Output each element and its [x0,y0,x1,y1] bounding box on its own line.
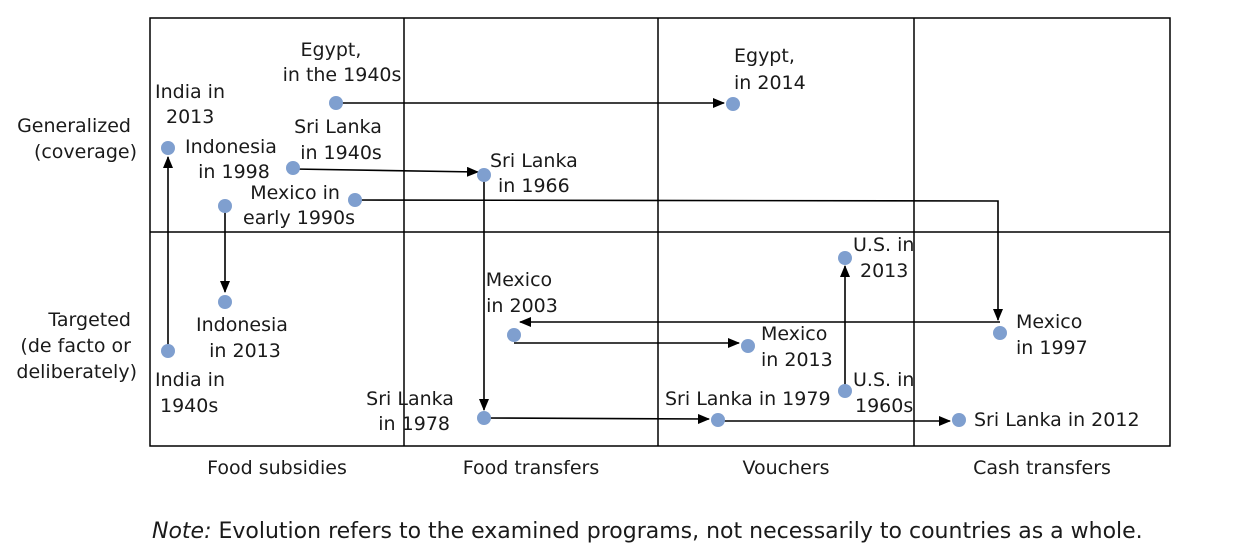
row-label-targeted: Targeted (de facto or deliberately) [16,309,137,383]
footnote-text: Evolution refers to the examined program… [211,519,1143,544]
footnote-prefix: Note: [152,519,212,544]
label-us-1960s: U.S. in 1960s [853,369,920,417]
column-label-cash-transfers: Cash transfers [973,457,1111,479]
label-mexico-1997: Mexico in 1997 [1016,311,1088,359]
label-us-2013: U.S. in 2013 [853,234,920,282]
label-mexico-early1990s: Mexico in early 1990s [243,182,355,229]
dot-india-1940s [161,344,175,358]
arrow-srilanka-1978-1979 [483,413,710,424]
dot-srilanka-1966 [477,168,491,182]
label-india-1940s: India in 1940s [155,369,231,417]
label-srilanka-1966: Sri Lanka in 1966 [490,150,584,197]
dot-srilanka-1940s [286,161,300,175]
arrow-srilanka-1940s-1966 [292,166,479,177]
dot-mexico-early1990s [348,193,362,207]
label-srilanka-1940s: Sri Lanka in 1940s [294,116,388,164]
label-egypt-2014: Egypt, in 2014 [734,45,806,94]
dot-mexico-2013 [741,339,755,353]
dot-egypt-2014 [726,97,740,111]
dot-srilanka-1978 [477,411,491,425]
dot-mexico-1997 [993,326,1007,340]
dot-egypt-1940s [329,96,343,110]
arrow-mexico-1990s-1997 [354,199,1003,321]
dot-indonesia-1998 [218,199,232,213]
label-mexico-2013: Mexico in 2013 [761,323,833,371]
dot-srilanka-1979 [711,413,725,427]
footnote: Note: Evolution refers to the examined p… [152,519,1143,544]
column-label-food-subsidies: Food subsidies [207,457,347,479]
dot-india-2013 [161,141,175,155]
label-egypt-1940s: Egypt, in the 1940s [283,39,402,86]
dot-us-2013 [838,251,852,265]
label-indonesia-2013: Indonesia in 2013 [196,314,294,362]
label-srilanka-1978: Sri Lanka in 1978 [366,388,460,435]
label-srilanka-2012: Sri Lanka in 2012 [974,409,1140,431]
label-mexico-2003: Mexico in 2003 [486,269,558,317]
dot-mexico-2003 [507,328,521,342]
dots [161,96,1007,427]
grid [149,17,1171,447]
column-label-vouchers: Vouchers [742,457,829,479]
label-srilanka-1979: Sri Lanka in 1979 [665,388,831,410]
column-label-food-transfers: Food transfers [463,457,600,479]
label-india-2013: India in 2013 [155,81,231,128]
dot-srilanka-2012 [952,413,966,427]
arrows [163,98,1003,426]
dot-us-1960s [838,384,852,398]
label-indonesia-1998: Indonesia in 1998 [185,136,283,183]
dot-indonesia-2013 [218,295,232,309]
row-label-generalized: Generalized (coverage) [17,115,137,163]
